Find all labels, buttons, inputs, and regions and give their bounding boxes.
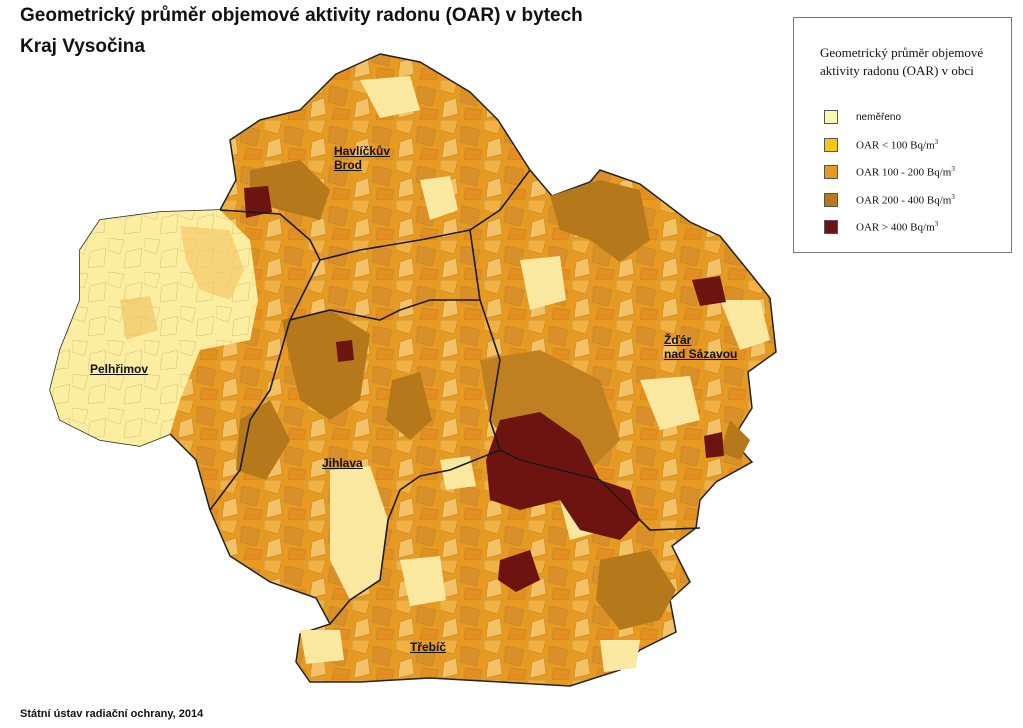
legend-swatch xyxy=(824,110,838,124)
legend-item-200-400: OAR 200 - 400 Bq/m3 xyxy=(824,192,955,208)
legend-item-below-100: OAR < 100 Bq/m3 xyxy=(824,137,938,153)
legend-item-not-measured: neměřeno xyxy=(824,109,901,125)
legend-label: OAR 100 - 200 Bq/m3 xyxy=(856,165,955,179)
legend-swatch xyxy=(824,220,838,234)
legend-swatch xyxy=(824,138,838,152)
district-label-jihlava: Jihlava xyxy=(322,456,363,470)
map-subtitle: Kraj Vysočina xyxy=(20,36,145,57)
legend-label: OAR > 400 Bq/m3 xyxy=(856,220,939,234)
district-label-havlickuv-brod: Havlíčkův Brod xyxy=(334,144,391,172)
legend-item-above-400: OAR > 400 Bq/m3 xyxy=(824,219,938,235)
legend-title: Geometrický průměr objemové aktivity rad… xyxy=(820,45,984,78)
legend-swatch xyxy=(824,193,838,207)
district-label-pelhrimov: Pelhřimov xyxy=(90,362,149,376)
source-credit: Státní ústav radiační ochrany, 2014 xyxy=(20,708,204,720)
district-label-zdar-nad-sazavou: Žďár nad Sázavou xyxy=(664,333,738,361)
district-boundaries xyxy=(209,169,701,625)
legend-label: OAR < 100 Bq/m3 xyxy=(856,138,939,152)
legend-label: OAR 200 - 400 Bq/m3 xyxy=(856,193,955,207)
legend-label: neměřeno xyxy=(856,111,902,123)
map-title: Geometrický průměr objemové aktivity rad… xyxy=(20,5,583,26)
map-legend: Geometrický průměr objemové aktivity rad… xyxy=(793,17,1012,253)
legend-swatch xyxy=(824,165,838,179)
district-label-trebic: Třebíč xyxy=(410,640,447,654)
legend-item-100-200: OAR 100 - 200 Bq/m3 xyxy=(824,164,955,180)
